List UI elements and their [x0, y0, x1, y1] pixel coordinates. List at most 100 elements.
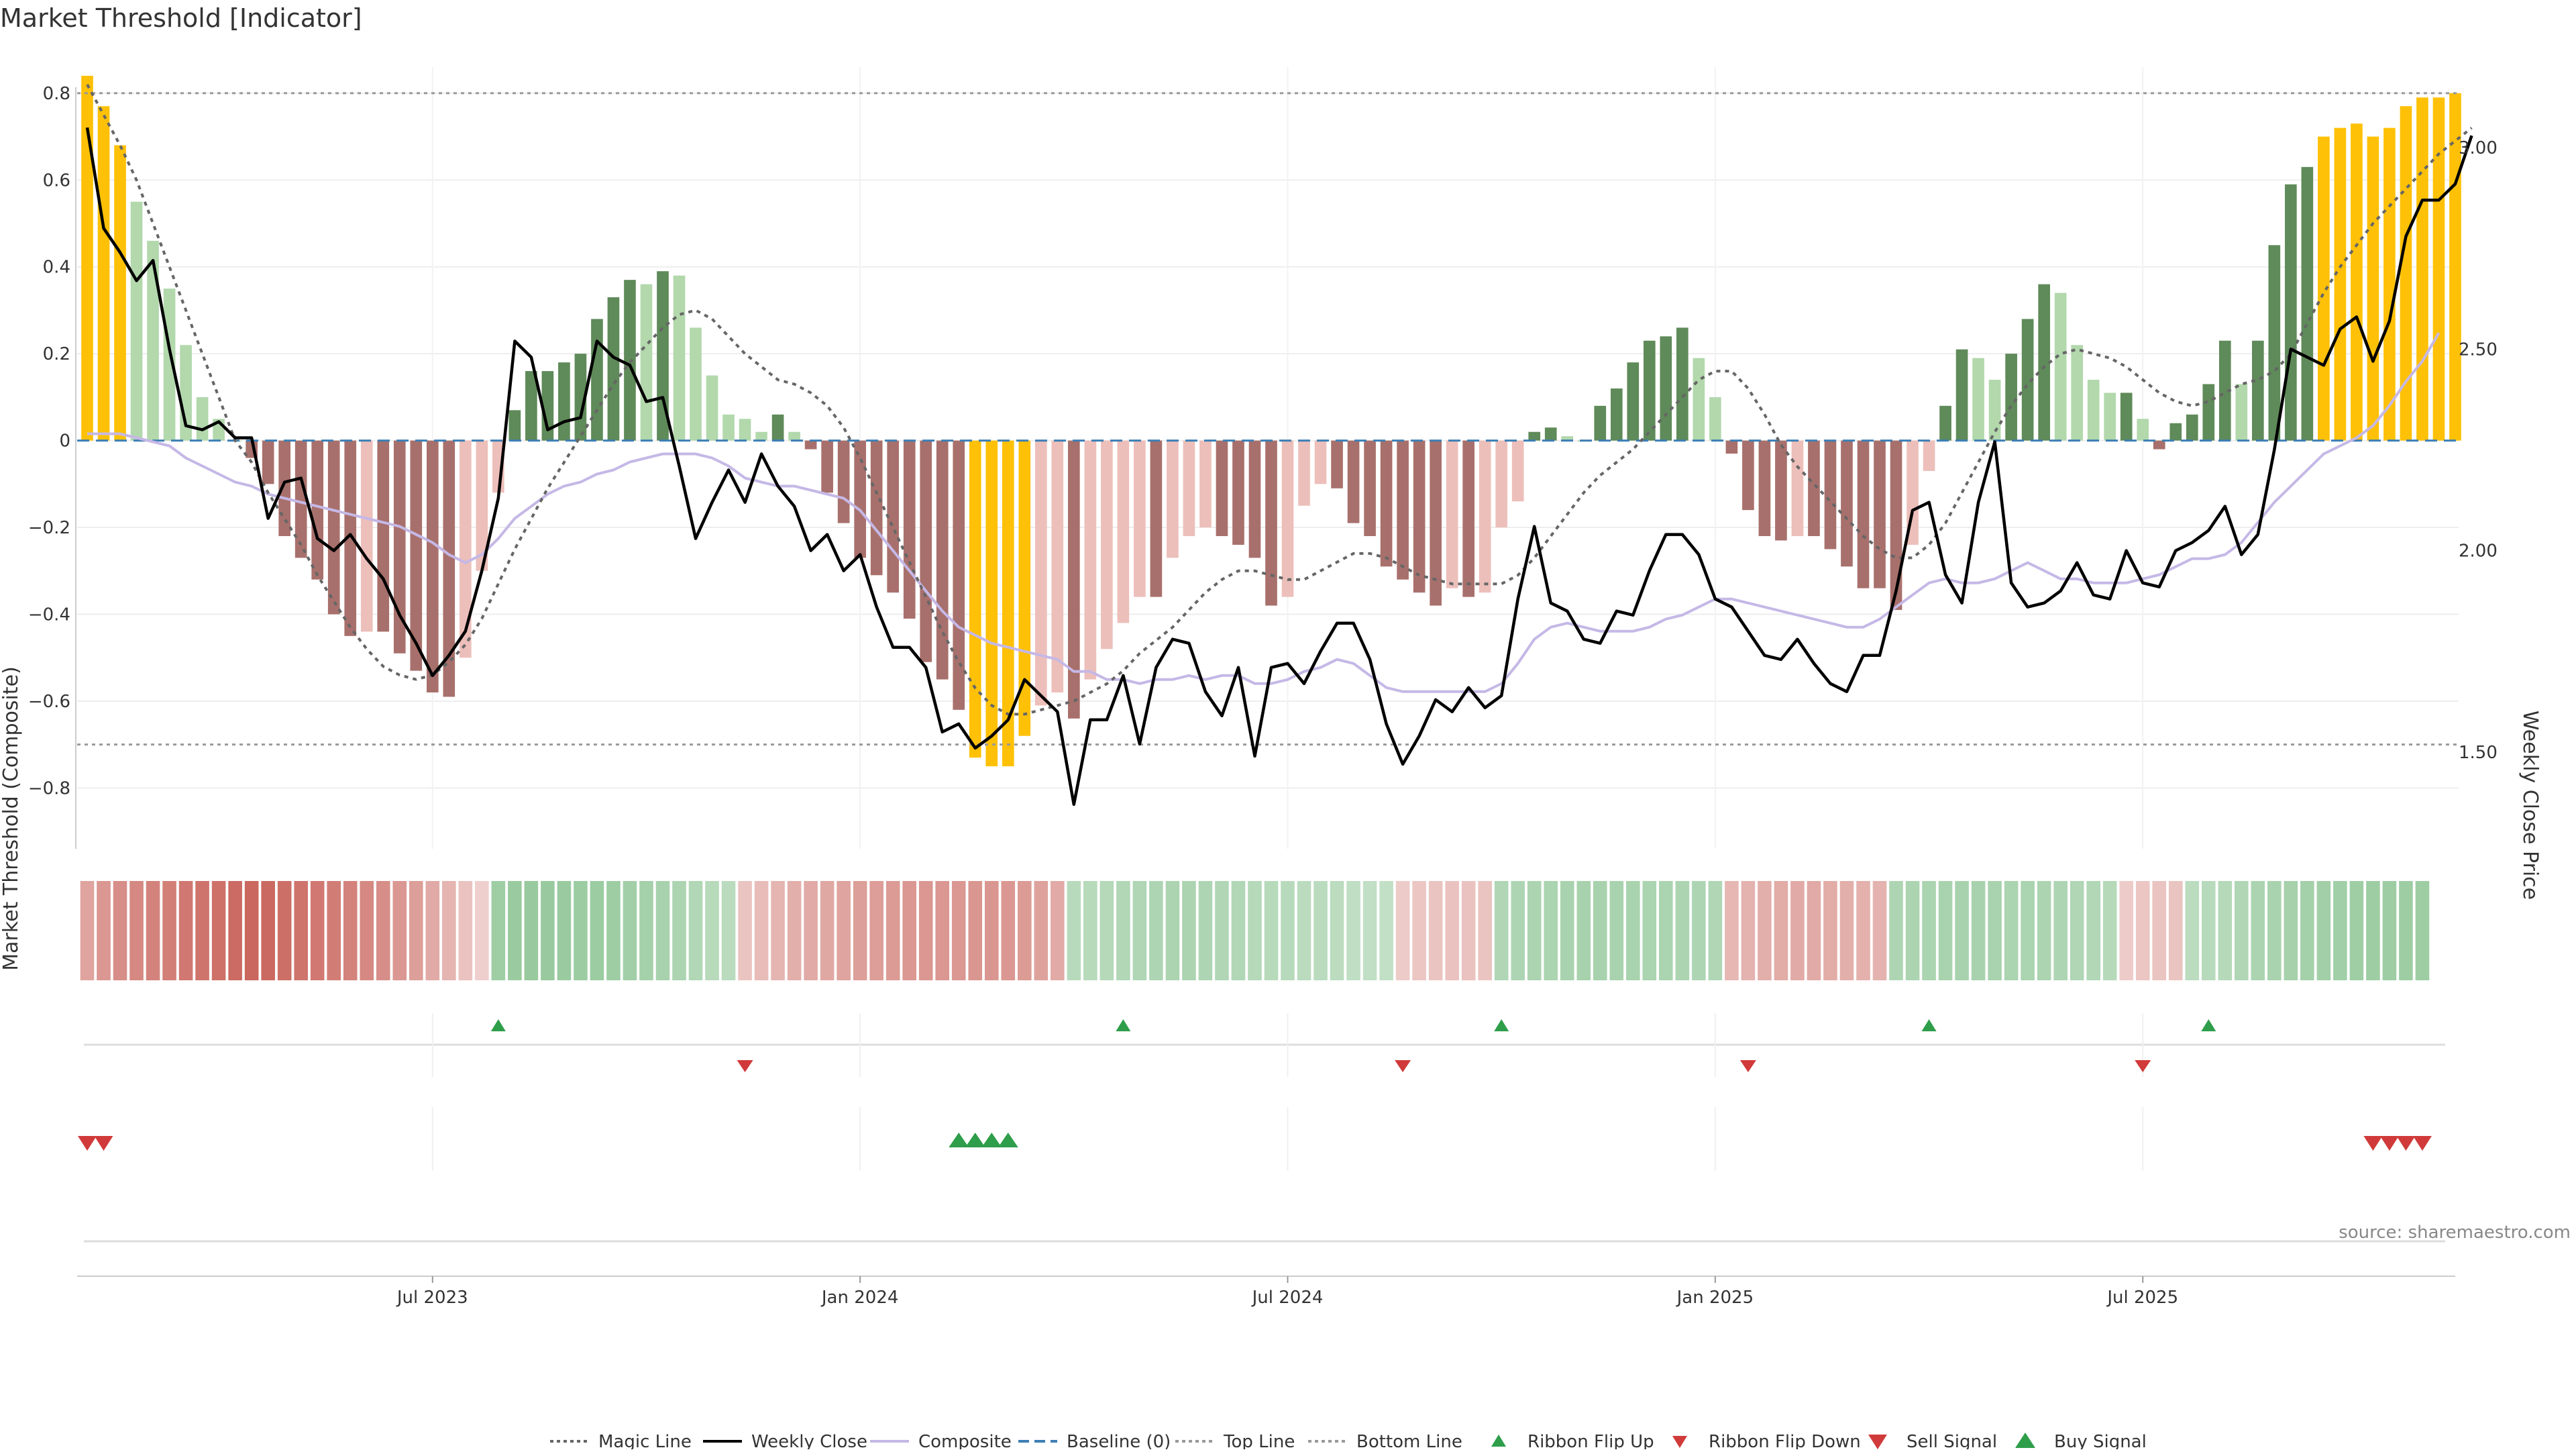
composite-bar — [2449, 93, 2461, 441]
ribbon-cell — [1494, 881, 1509, 980]
composite-bar — [2120, 393, 2133, 441]
composite-bar — [147, 240, 159, 441]
ribbon-cell — [1659, 881, 1673, 980]
legend-label: Magic Line — [598, 1432, 692, 1449]
composite-bar — [985, 440, 998, 767]
composite-bar — [1364, 440, 1376, 536]
composite-bar — [1874, 440, 1886, 588]
ribbon-cell — [1346, 881, 1360, 980]
legend-item: Magic Line — [550, 1432, 692, 1452]
ribbon-cell — [294, 881, 308, 980]
left-tick-label: −0.6 — [28, 692, 70, 712]
composite-bar — [1084, 440, 1097, 680]
legend-item: Buy Signal — [2015, 1432, 2147, 1452]
left-tick-label: 0.4 — [43, 258, 70, 278]
composite-bar — [558, 362, 570, 441]
ribbon-flip-up-marker — [1116, 1019, 1131, 1031]
composite-bar — [97, 106, 110, 441]
composite-bar — [1298, 440, 1310, 506]
composite-bar — [262, 440, 274, 484]
composite-bar — [2186, 414, 2198, 441]
ribbon-cell — [228, 881, 242, 980]
composite-bar — [2005, 354, 2017, 441]
ribbon-cell — [2135, 881, 2150, 980]
composite-bar — [508, 410, 521, 441]
page-title: Market Threshold [Indicator] — [0, 3, 362, 33]
ribbon-flip-up-marker — [2201, 1019, 2216, 1031]
ribbon-cell — [2415, 881, 2430, 980]
composite-bar — [2104, 393, 2116, 441]
legend-label: Sell Signal — [1907, 1432, 1997, 1449]
ribbon-cell — [195, 881, 209, 980]
composite-bar — [344, 440, 357, 636]
legend-item: Sell Signal — [1868, 1432, 1997, 1452]
composite-bar — [1955, 349, 1968, 441]
composite-bar — [1248, 440, 1261, 558]
right-tick-label: 3.00 — [2459, 138, 2498, 158]
ribbon-cell — [2021, 881, 2035, 980]
composite-bar — [821, 440, 833, 493]
composite-bar — [969, 440, 981, 758]
ribbon-cell — [705, 881, 719, 980]
legend-item: Top Line — [1175, 1432, 1295, 1452]
composite-bar — [755, 431, 767, 441]
composite-bar — [311, 440, 324, 580]
composite-bar — [443, 440, 455, 697]
ribbon-cell — [1067, 881, 1081, 980]
composite-bar — [591, 319, 603, 441]
ribbon-cell — [804, 881, 818, 980]
composite-bar — [294, 440, 307, 558]
composite-bar — [1742, 440, 1754, 511]
ribbon-cell — [951, 881, 966, 980]
composite-bar — [788, 431, 800, 441]
composite-bar — [1511, 440, 1524, 502]
composite-bar — [2432, 97, 2445, 441]
ribbon-cell — [1922, 881, 1936, 980]
composite-bar — [1068, 440, 1080, 719]
ribbon-cell — [1395, 881, 1410, 980]
ribbon-cell — [2333, 881, 2347, 980]
ribbon-cell — [754, 881, 769, 980]
composite-bar — [2252, 340, 2264, 441]
right-tick-label: 1.50 — [2459, 743, 2498, 763]
composite-bar — [2169, 423, 2182, 441]
ribbon-cell — [261, 881, 275, 980]
legend-label: Top Line — [1223, 1432, 1295, 1449]
ribbon-cell — [1872, 881, 1887, 980]
composite-bar — [459, 440, 472, 658]
composite-bar — [393, 440, 406, 654]
buy-signal-marker — [981, 1133, 1002, 1147]
ribbon-cell — [425, 881, 440, 980]
ribbon-cell — [409, 881, 423, 980]
composite-bar — [1775, 440, 1787, 541]
composite-bar — [1758, 440, 1771, 536]
composite-bar — [1709, 397, 1721, 441]
ribbon-flip-down-marker — [1395, 1060, 1411, 1072]
composite-bar — [377, 440, 390, 632]
reference-lines — [77, 92, 2459, 746]
ribbon-cell — [2152, 881, 2167, 980]
ribbon-cell — [1790, 881, 1805, 980]
legend-item: Ribbon Flip Up — [1491, 1432, 1654, 1452]
ribbon-cell — [1692, 881, 1706, 980]
left-tick-label: −0.8 — [28, 778, 70, 798]
ribbon-cell — [1576, 881, 1591, 980]
ribbon-cell — [1642, 881, 1657, 980]
ribbon-cell — [508, 881, 522, 980]
date-tick-label: Jul 2024 — [1251, 1288, 1324, 1308]
ribbon-cell — [80, 881, 95, 980]
composite-bar — [706, 375, 718, 441]
composite-bar — [2071, 345, 2084, 441]
ribbon-flip-down-marker — [2135, 1060, 2151, 1072]
date-axis: Jul 2023 Jan 2024 Jul 2024 Jan 2025 Jul 2025 — [77, 1276, 2455, 1308]
left-tick-label: −0.4 — [28, 605, 70, 625]
composite-bar — [1347, 440, 1360, 523]
ribbon-cell — [1758, 881, 1772, 980]
composite-bar — [1808, 440, 1820, 536]
ribbon-cell — [606, 881, 621, 980]
composite-bar — [903, 440, 916, 619]
right-axis-label: Weekly Close Price — [2518, 711, 2542, 900]
composite-bar — [2285, 184, 2297, 441]
ribbon-cell — [310, 881, 325, 980]
composite-bar — [1923, 440, 1935, 471]
